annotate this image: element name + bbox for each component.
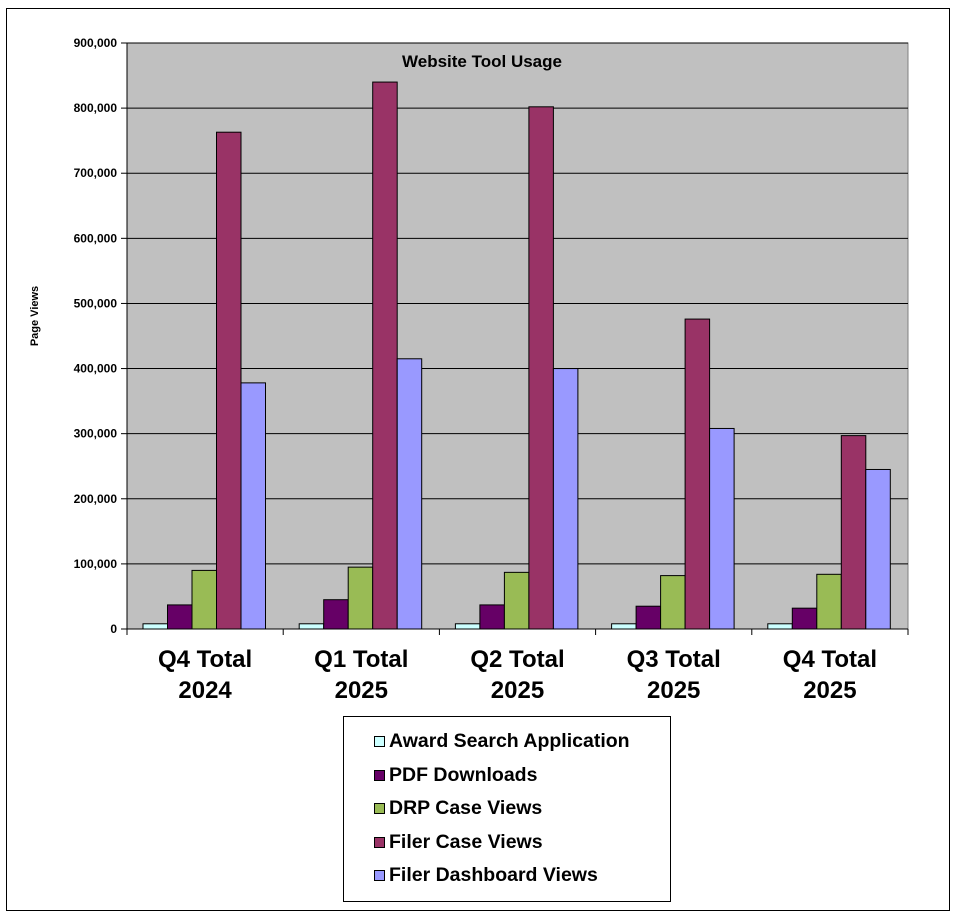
legend: Award Search Application PDF Downloads DRP… xyxy=(343,716,671,902)
x-category-label: 2025 xyxy=(803,677,856,704)
x-category-label: Q1 Total xyxy=(314,646,408,673)
bar-filer-dashboard-views xyxy=(865,468,891,630)
axes: 0 100,000 200,000 300,000 400,000 500,000 600,… xyxy=(74,36,909,704)
bar-award-search-application xyxy=(142,623,168,630)
bar-award-search-application xyxy=(454,623,481,630)
x-category-label: 2025 xyxy=(491,677,544,704)
bar-award-search-application xyxy=(298,623,325,630)
legend-swatch xyxy=(374,870,385,882)
legend-swatch xyxy=(374,803,385,815)
bar-filer-dashboard-views xyxy=(240,382,266,630)
bar-filer-dashboard-views xyxy=(396,358,423,630)
bar-drp-case-views xyxy=(660,575,686,630)
y-tick-label: 100,000 xyxy=(74,557,118,571)
legend-label: Award Search Application xyxy=(389,730,630,753)
bar-drp-case-views xyxy=(816,573,842,630)
bar-pdf-downloads xyxy=(479,604,505,630)
legend-item: Award Search Application xyxy=(344,725,670,759)
x-category-label: Q4 Total xyxy=(783,646,877,673)
bar-drp-case-views xyxy=(347,566,374,630)
legend-item: Filer Case Views xyxy=(344,826,670,860)
bar-filer-case-views xyxy=(216,131,242,630)
bar-filer-case-views xyxy=(528,106,554,630)
x-category-label: 2025 xyxy=(335,677,388,704)
y-axis-label: Page Views xyxy=(29,286,41,346)
x-category-label: 2024 xyxy=(178,677,232,704)
bar-award-search-application xyxy=(767,623,793,630)
y-tick-label: 800,000 xyxy=(74,101,118,115)
x-category-label: Q4 Total xyxy=(158,646,252,673)
x-category-label: 2025 xyxy=(647,677,700,704)
bar-pdf-downloads xyxy=(323,599,349,630)
bar-pdf-downloads xyxy=(791,607,818,630)
legend-label: Filer Dashboard Views xyxy=(389,864,598,887)
x-category-label: Q3 Total xyxy=(627,646,721,673)
y-tick-label: 600,000 xyxy=(74,231,118,245)
bar-filer-case-views xyxy=(684,318,711,630)
y-tick-label: 300,000 xyxy=(74,427,118,441)
legend-swatch xyxy=(374,769,385,781)
y-tick-label: 400,000 xyxy=(74,362,118,376)
legend-swatch xyxy=(374,836,385,848)
bar-filer-dashboard-views xyxy=(552,368,579,630)
bar-filer-case-views xyxy=(840,435,867,630)
legend-item: PDF Downloads xyxy=(344,759,670,793)
bar-drp-case-views xyxy=(503,571,530,630)
bar-pdf-downloads xyxy=(635,605,662,630)
y-tick-label: 0 xyxy=(110,622,117,636)
y-tick-label: 900,000 xyxy=(74,36,118,50)
legend-label: DRP Case Views xyxy=(389,797,543,820)
bar-filer-dashboard-views xyxy=(709,427,735,630)
legend-label: PDF Downloads xyxy=(389,763,538,786)
bar-award-search-application xyxy=(611,623,637,630)
bar-drp-case-views xyxy=(191,569,217,630)
bar-filer-case-views xyxy=(372,81,398,630)
legend-swatch xyxy=(374,736,385,748)
y-tick-label: 700,000 xyxy=(74,166,118,180)
legend-item: DRP Case Views xyxy=(344,792,670,826)
legend-label: Filer Case Views xyxy=(389,830,543,853)
y-tick-label: 500,000 xyxy=(74,296,118,310)
chart-title: Website Tool Usage xyxy=(402,52,562,71)
legend-item: Filer Dashboard Views xyxy=(344,859,670,893)
y-tick-label: 200,000 xyxy=(74,492,118,506)
x-category-label: Q2 Total xyxy=(470,646,564,673)
bar-pdf-downloads xyxy=(167,604,193,630)
